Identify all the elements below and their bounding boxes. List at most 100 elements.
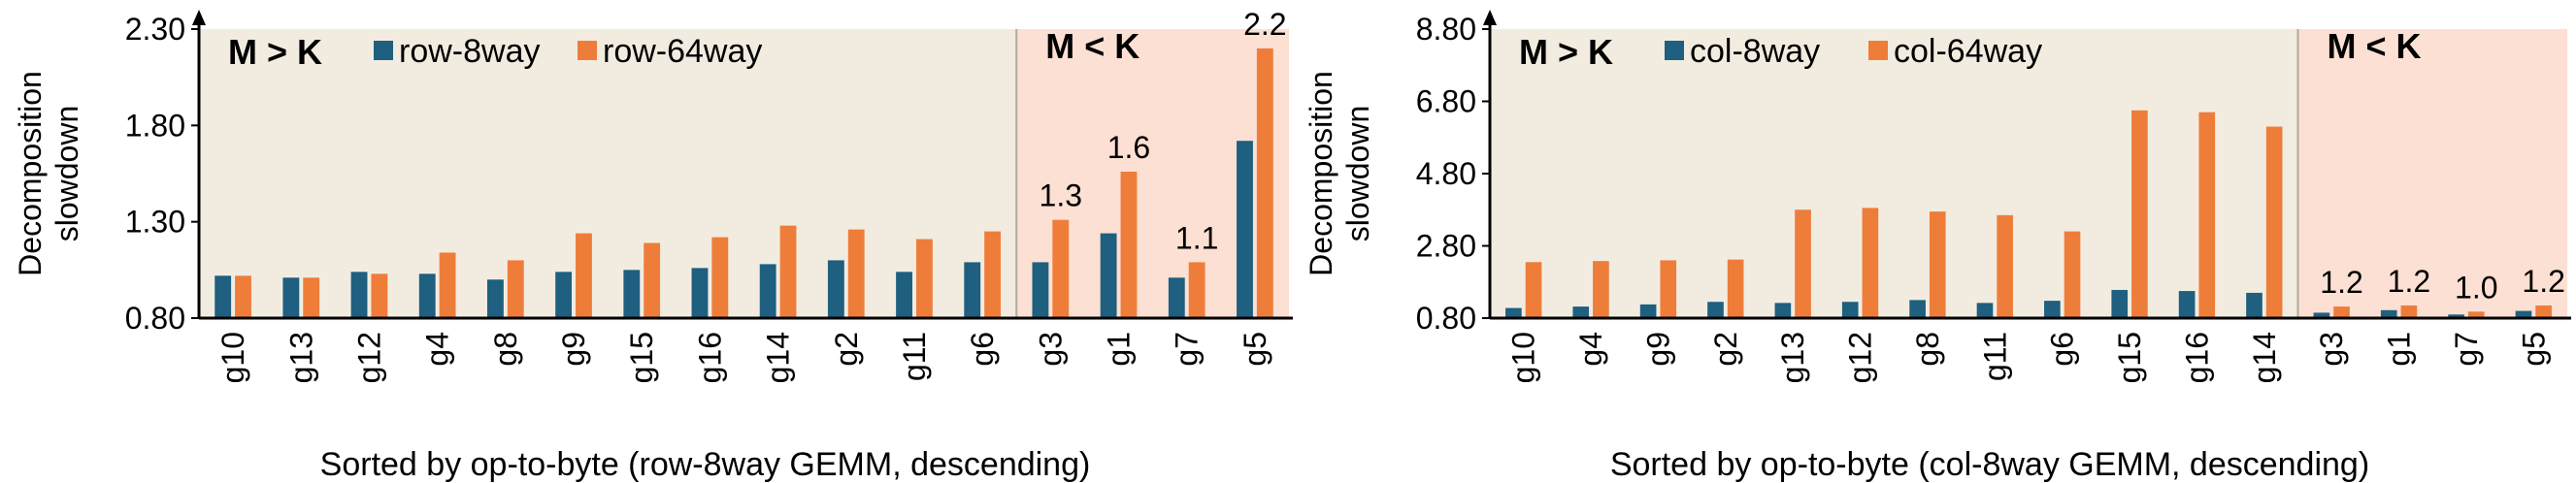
chart2-bar-col-8way-g7	[2448, 314, 2464, 318]
chart2-bar-col-8way-g8	[1909, 300, 1926, 318]
chart1-bar-row-8way-g4	[418, 274, 436, 318]
chart1-xtick-g10: g10	[215, 332, 250, 383]
chart2-region-left	[1490, 29, 2298, 318]
chart2-bar-col-64way-g7	[2467, 311, 2485, 318]
chart1-legend-swatch-row-8way	[374, 41, 393, 60]
chart1-annotation-g3: 1.3	[1040, 178, 1082, 213]
chart1-bar-row-64way-g14	[779, 225, 797, 318]
chart2-x-label: Sorted by op-to-byte (col-8way GEMM, des…	[1610, 446, 2369, 483]
chart2-xtick-g1: g1	[2382, 332, 2417, 367]
chart2-bar-col-8way-g12	[1841, 302, 1859, 318]
chart1-xtick-g1: g1	[1102, 332, 1137, 367]
chart2-legend-swatch-col-8way	[1665, 41, 1684, 60]
chart1-bar-row-8way-g13	[282, 277, 300, 318]
chart2-xtick-g3: g3	[2314, 332, 2349, 367]
chart2-bar-col-64way-g2	[1727, 259, 1744, 318]
chart1-bar-row-8way-g10	[215, 275, 232, 318]
chart1-bar-row-8way-g16	[691, 268, 709, 318]
chart1-legend-row-64way: row-64way	[603, 33, 762, 70]
chart1-y-label-line: Decomposition	[13, 71, 48, 276]
chart2-bar-col-8way-g2	[1707, 302, 1724, 318]
chart2-legend-col-8way: col-8way	[1690, 33, 1820, 70]
chart2-bar-col-8way-g15	[2111, 289, 2129, 318]
chart1-bar-row-64way-g2	[847, 229, 865, 318]
chart2-bar-col-64way-g5	[2535, 305, 2552, 318]
chart1-legend-row-8way: row-8way	[399, 33, 540, 70]
chart1-xtick-g14: g14	[761, 332, 796, 383]
chart1-xtick-g8: g8	[488, 332, 523, 367]
chart2-bar-col-64way-g12	[1862, 208, 1879, 318]
chart2-annotation-g5: 1.2	[2522, 264, 2564, 299]
chart2-region-right-label: M < K	[2328, 26, 2422, 66]
chart2-bar-col-64way-g10	[1525, 262, 1542, 318]
chart1-bar-row-8way-g3	[1032, 262, 1049, 318]
chart1-region-left	[199, 29, 1017, 318]
chart2-bar-col-8way-g16	[2178, 291, 2196, 318]
chart1-bar-row-64way-g8	[507, 260, 524, 318]
chart1-bar-row-8way-g7	[1168, 277, 1185, 318]
chart1-xtick-g6: g6	[965, 332, 1000, 367]
chart2-bar-col-8way-g1	[2380, 309, 2397, 318]
chart2-xtick-g5: g5	[2516, 332, 2551, 367]
chart2-xtick-g10: g10	[1506, 332, 1541, 383]
chart2-y-axis-arrow	[1483, 10, 1497, 25]
chart1-xtick-g15: g15	[624, 332, 659, 383]
chart2-xtick-g2: g2	[1708, 332, 1743, 367]
chart2-xtick-g7: g7	[2449, 332, 2484, 367]
chart2-bar-col-8way-g9	[1639, 304, 1657, 318]
chart2-bar-col-64way-g8	[1929, 211, 1946, 318]
chart1-annotation-g7: 1.1	[1175, 220, 1218, 255]
chart1-xtick-g5: g5	[1238, 332, 1272, 367]
chart2-y-label: Decompositionslowdown	[1304, 71, 1375, 276]
chart2-y-label-line: Decomposition	[1304, 71, 1338, 276]
chart2-bar-col-64way-g16	[2198, 112, 2216, 318]
chart2-xtick-g4: g4	[1573, 332, 1608, 367]
chart1-ytick-0.80: 0.80	[125, 301, 185, 336]
chart2-xtick-g15: g15	[2112, 332, 2147, 383]
chart1-bar-row-8way-g6	[964, 262, 981, 318]
chart2-y-label-line: slowdown	[1340, 106, 1375, 242]
chart2-bar-col-8way-g3	[2313, 312, 2330, 318]
chart1-ytick-1.80: 1.80	[125, 108, 185, 143]
chart2-xtick-g16: g16	[2179, 332, 2214, 383]
chart2-annotation-g3: 1.2	[2320, 265, 2362, 300]
chart1-bar-row-8way-g9	[555, 272, 573, 318]
chart1-bar-row-8way-g2	[827, 260, 844, 318]
chart1-xtick-g12: g12	[351, 332, 386, 383]
chart1-xtick-g9: g9	[556, 332, 591, 367]
chart1-xtick-g11: g11	[897, 332, 932, 381]
chart1-bar-row-64way-g1	[1120, 172, 1138, 318]
chart2-region-right	[2297, 29, 2567, 318]
chart1-y-axis-arrow	[192, 10, 206, 25]
chart2-legend-col-64way: col-64way	[1894, 33, 2042, 70]
chart2-bar-col-8way-g14	[2246, 292, 2262, 318]
chart1-bar-row-64way-g13	[303, 277, 320, 318]
chart2-xtick-g12: g12	[1843, 332, 1878, 383]
chart2-ytick-8.80: 8.80	[1416, 12, 1476, 47]
chart1-bar-row-64way-g5	[1256, 48, 1273, 318]
chart2-xtick-g9: g9	[1640, 332, 1675, 367]
chart1-bar-row-64way-g15	[644, 242, 661, 318]
chart1-xtick-g3: g3	[1033, 332, 1068, 367]
chart1-bar-row-8way-g12	[350, 272, 368, 318]
chart1-region-right-label: M < K	[1045, 26, 1139, 66]
chart2-bar-col-8way-g5	[2515, 310, 2532, 318]
chart2-bar-col-64way-g13	[1795, 209, 1811, 318]
chart2-annotation-g7: 1.0	[2455, 270, 2497, 305]
chart2-bar-col-64way-g4	[1593, 261, 1609, 318]
chart1-xtick-g7: g7	[1170, 332, 1205, 367]
chart1-bar-row-8way-g5	[1237, 141, 1253, 318]
chart2-bar-col-8way-g13	[1774, 303, 1792, 318]
chart2-bar-col-64way-g15	[2131, 110, 2148, 318]
chart1-bar-row-64way-g12	[371, 274, 388, 318]
chart2-bar-col-64way-g1	[2400, 305, 2418, 318]
chart2-bar-col-64way-g6	[2064, 231, 2081, 318]
chart2-legend-swatch-col-64way	[1868, 41, 1888, 60]
chart2-xtick-g13: g13	[1775, 332, 1810, 383]
chart1-xtick-g2: g2	[829, 332, 864, 367]
chart2-bar-col-8way-g6	[2044, 301, 2061, 318]
chart1-bar-row-8way-g15	[623, 270, 641, 318]
chart2-bar-col-8way-g11	[1976, 303, 1994, 318]
chart2-annotation-g1: 1.2	[2388, 264, 2430, 299]
